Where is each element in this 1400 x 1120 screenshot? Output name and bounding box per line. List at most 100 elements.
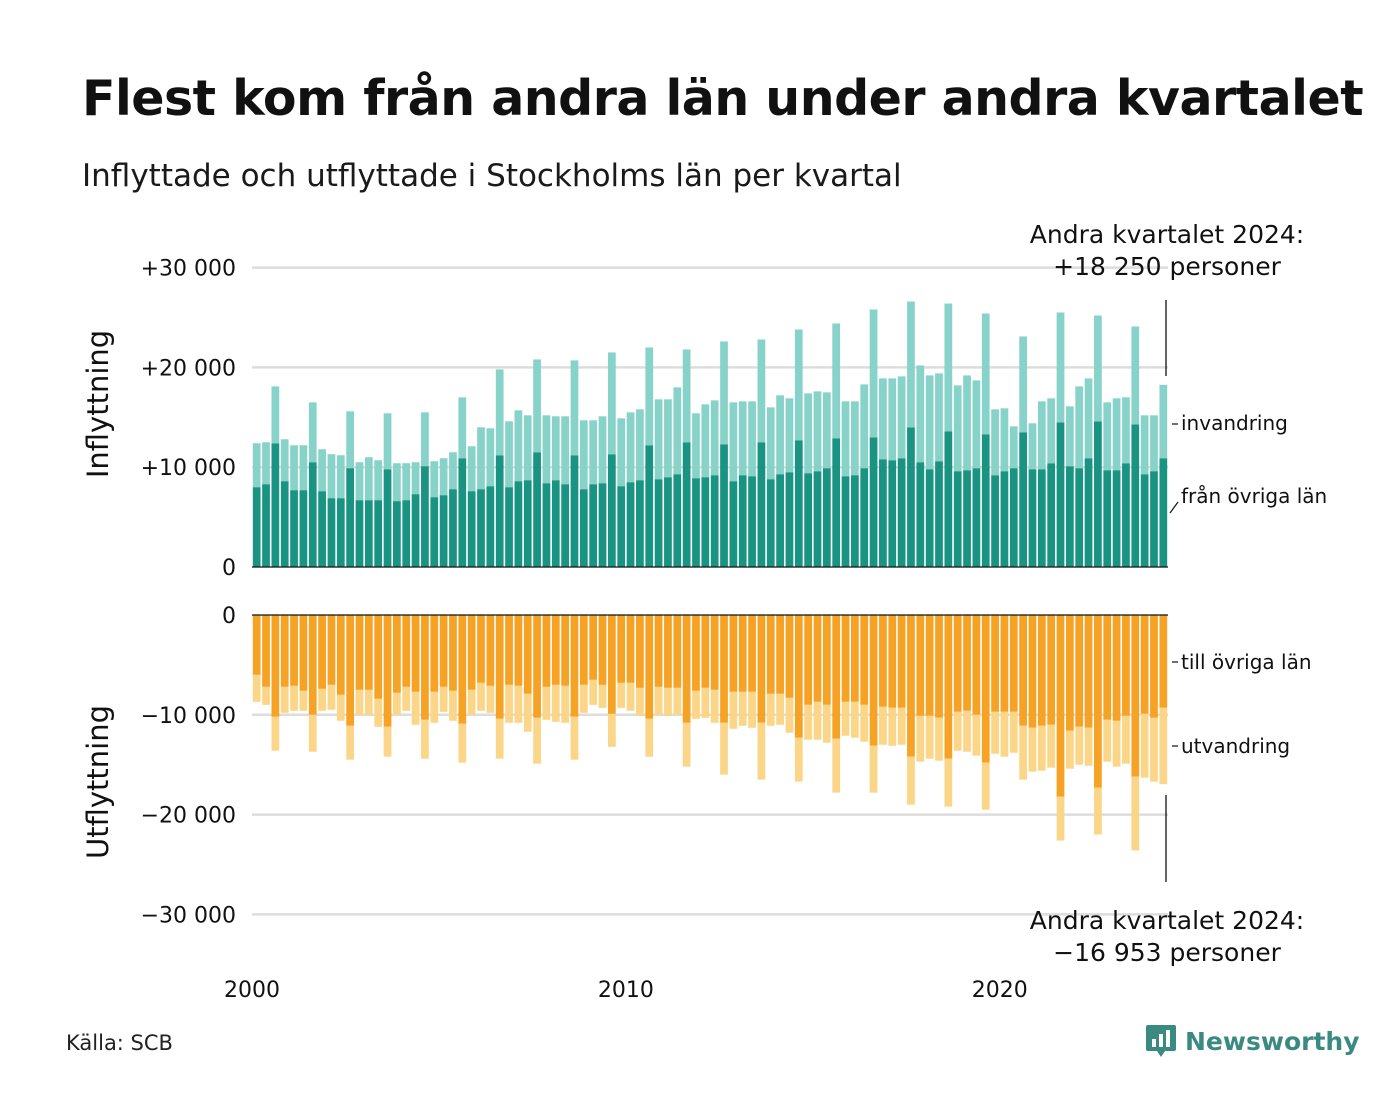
bar-fran-ovriga-lan xyxy=(579,489,588,567)
bar-utvandring xyxy=(738,691,747,726)
bar-utvandring xyxy=(533,717,541,764)
bar-till-ovriga-lan xyxy=(308,615,317,715)
bar-fran-ovriga-lan xyxy=(626,482,635,567)
bar-till-ovriga-lan xyxy=(1094,615,1102,788)
bar-utvandring xyxy=(364,689,373,715)
bar-till-ovriga-lan xyxy=(411,615,420,692)
top-y-tick-label: +10 000 xyxy=(141,456,236,481)
bar-till-ovriga-lan xyxy=(336,615,345,695)
bar-utvandring xyxy=(271,716,280,751)
bar-till-ovriga-lan xyxy=(598,615,607,685)
bar-invandring xyxy=(701,404,710,478)
bar-till-ovriga-lan xyxy=(1047,615,1056,725)
top-y-axis-label: Inflyttning xyxy=(81,330,115,478)
bar-utvandring xyxy=(729,691,738,729)
bar-utvandring xyxy=(776,693,784,725)
bar-till-ovriga-lan xyxy=(1159,615,1168,708)
bar-utvandring xyxy=(383,726,392,757)
bar-till-ovriga-lan xyxy=(673,615,682,688)
bar-till-ovriga-lan xyxy=(897,615,906,708)
bar-invandring xyxy=(458,397,467,459)
bar-utvandring xyxy=(589,679,598,705)
bar-invandring xyxy=(692,413,700,479)
bar-invandring xyxy=(738,401,747,476)
bar-fran-ovriga-lan xyxy=(935,461,943,567)
bar-till-ovriga-lan xyxy=(421,615,429,720)
chart-subtitle: Inflyttade och utflyttade i Stockholms l… xyxy=(82,158,902,194)
bar-invandring xyxy=(1150,415,1158,472)
bar-fran-ovriga-lan xyxy=(720,444,728,567)
bar-utvandring xyxy=(486,685,495,713)
bar-fran-ovriga-lan xyxy=(299,490,308,567)
bar-utvandring xyxy=(467,689,476,715)
bar-utvandring xyxy=(720,722,728,775)
bar-utvandring xyxy=(1150,717,1158,782)
bar-utvandring xyxy=(860,704,869,742)
bar-fran-ovriga-lan xyxy=(832,438,841,567)
bar-utvandring xyxy=(692,690,700,719)
bar-utvandring xyxy=(262,686,270,705)
bar-till-ovriga-lan xyxy=(692,615,700,691)
bar-invandring xyxy=(907,301,915,428)
bar-utvandring xyxy=(766,693,775,726)
bar-till-ovriga-lan xyxy=(851,615,859,702)
bar-till-ovriga-lan xyxy=(393,615,401,693)
bar-fran-ovriga-lan xyxy=(570,455,579,567)
bar-fran-ovriga-lan xyxy=(1075,468,1084,567)
bar-utvandring xyxy=(682,722,691,767)
bar-utvandring xyxy=(1019,725,1027,780)
bar-utvandring xyxy=(1065,730,1074,769)
bar-invandring xyxy=(897,376,906,459)
bottom-y-tick-label: −10 000 xyxy=(141,704,236,729)
bar-invandring xyxy=(748,401,756,477)
bar-till-ovriga-lan xyxy=(1103,615,1112,720)
bar-utvandring xyxy=(813,701,822,740)
bar-fran-ovriga-lan xyxy=(897,458,906,567)
bar-utvandring xyxy=(841,701,850,736)
bar-invandring xyxy=(402,463,411,501)
bar-fran-ovriga-lan xyxy=(804,473,813,567)
bar-till-ovriga-lan xyxy=(822,615,831,705)
bar-till-ovriga-lan xyxy=(981,615,990,763)
bar-invandring xyxy=(729,402,738,482)
bar-utvandring xyxy=(1009,711,1018,753)
bar-utvandring xyxy=(1056,796,1065,841)
bar-utvandring xyxy=(645,718,654,757)
bar-invandring xyxy=(505,421,513,488)
bar-fran-ovriga-lan xyxy=(1140,474,1149,567)
bar-invandring xyxy=(822,392,831,469)
bar-till-ovriga-lan xyxy=(1112,615,1121,721)
bar-invandring xyxy=(832,323,841,439)
bar-utvandring xyxy=(458,723,467,763)
bar-till-ovriga-lan xyxy=(271,615,280,717)
top-y-tick-label: +30 000 xyxy=(141,257,236,282)
bar-invandring xyxy=(1019,336,1027,433)
bar-utvandring xyxy=(607,713,616,747)
bar-utvandring xyxy=(439,686,448,712)
outflow-bars xyxy=(252,615,1168,851)
bar-fran-ovriga-lan xyxy=(748,476,756,567)
bar-fran-ovriga-lan xyxy=(421,466,429,567)
bar-till-ovriga-lan xyxy=(252,615,261,675)
bar-invandring xyxy=(252,443,261,488)
bar-invandring xyxy=(271,386,280,444)
bar-invandring xyxy=(589,420,598,485)
bar-till-ovriga-lan xyxy=(1065,615,1074,731)
bar-invandring xyxy=(851,401,859,476)
bar-till-ovriga-lan xyxy=(813,615,822,702)
bar-invandring xyxy=(439,458,448,496)
bar-fran-ovriga-lan xyxy=(327,498,336,567)
bar-fran-ovriga-lan xyxy=(888,460,897,567)
bar-invandring xyxy=(1028,423,1037,470)
bar-fran-ovriga-lan xyxy=(1103,470,1112,567)
bar-invandring xyxy=(636,409,644,481)
bar-fran-ovriga-lan xyxy=(963,470,971,567)
bar-utvandring xyxy=(673,687,682,715)
bar-invandring xyxy=(1103,402,1112,471)
bar-fran-ovriga-lan xyxy=(561,484,569,567)
bar-utvandring xyxy=(851,701,859,738)
source-note: Källa: SCB xyxy=(66,1031,173,1055)
bar-fran-ovriga-lan xyxy=(430,497,439,567)
bar-till-ovriga-lan xyxy=(832,615,841,739)
bar-utvandring xyxy=(991,711,999,754)
